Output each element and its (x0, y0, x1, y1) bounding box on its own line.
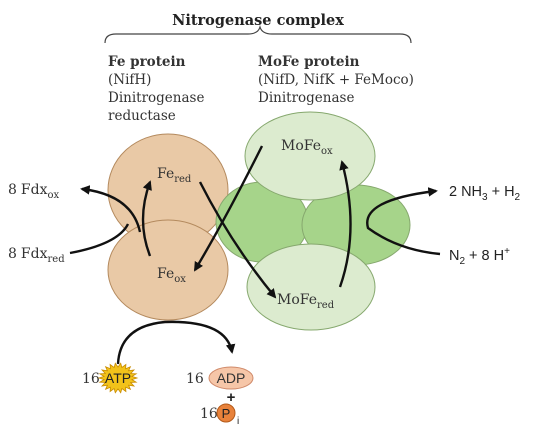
complex-title: Nitrogenase complex (172, 12, 344, 29)
fe-ox-label: Feox (157, 266, 186, 285)
atp-badge (97, 362, 139, 394)
pi-badge (216, 403, 236, 423)
atp-label: ATP (105, 370, 131, 386)
mofe-red-label: MoFered (277, 292, 335, 311)
fe-protein-label: Fe protein (NifH) Dinitrogenase reductas… (108, 54, 204, 124)
fe-protein-line1: (NifH) (108, 72, 151, 88)
mofe-light-upper (244, 111, 376, 201)
nitrogen-reduction-arrow (366, 187, 441, 256)
mofe-protein-heading: MoFe protein (258, 54, 360, 70)
complex-brace (104, 24, 412, 44)
mofe-cycle-arrow (338, 160, 352, 288)
fdx-red-label: 8 Fdxred (8, 246, 65, 265)
fe-protein-line3: reductase (108, 108, 176, 124)
fe-red-label: Fered (157, 166, 192, 185)
fdx-reduction-arrow (69, 223, 130, 255)
products-label: 2 NH3 + H2 (449, 184, 521, 203)
mofe-oxidation-arrow (193, 145, 264, 272)
mofe-light-lower (246, 243, 376, 331)
fdx-ox-label: 8 Fdxox (8, 182, 60, 201)
fe-electron-transfer-arrow (198, 181, 277, 299)
energy-plus: + (227, 389, 236, 406)
substrates-label: N2 + 8 H+ (449, 246, 510, 267)
adp-coefficient: 16 (186, 371, 204, 387)
fe-protein-heading: Fe protein (108, 54, 186, 70)
pi-subscript: i (237, 416, 239, 427)
mofe-protein-label: MoFe protein (NifD, NifK + FeMoco) Dinit… (258, 54, 414, 106)
adp-badge (208, 366, 254, 390)
mofe-protein-line1: (NifD, NifK + FeMoco) (258, 72, 414, 88)
atp-hydrolysis-arrow (116, 320, 236, 365)
reaction-arrows (69, 145, 441, 365)
mofe-protein-line2: Dinitrogenase (258, 90, 354, 106)
mofe-ox-label: MoFeox (281, 138, 333, 157)
fe-protein-lower (107, 219, 229, 321)
pi-label: P (222, 406, 231, 421)
fe-reduction-arrow (141, 180, 152, 257)
fe-protein-line2: Dinitrogenase (108, 90, 204, 106)
adp-label: ADP (217, 370, 246, 386)
fdx-oxidation-arrow (80, 185, 142, 233)
atp-coefficient: 16 (82, 371, 100, 387)
pi-coefficient: 16 (200, 406, 218, 422)
